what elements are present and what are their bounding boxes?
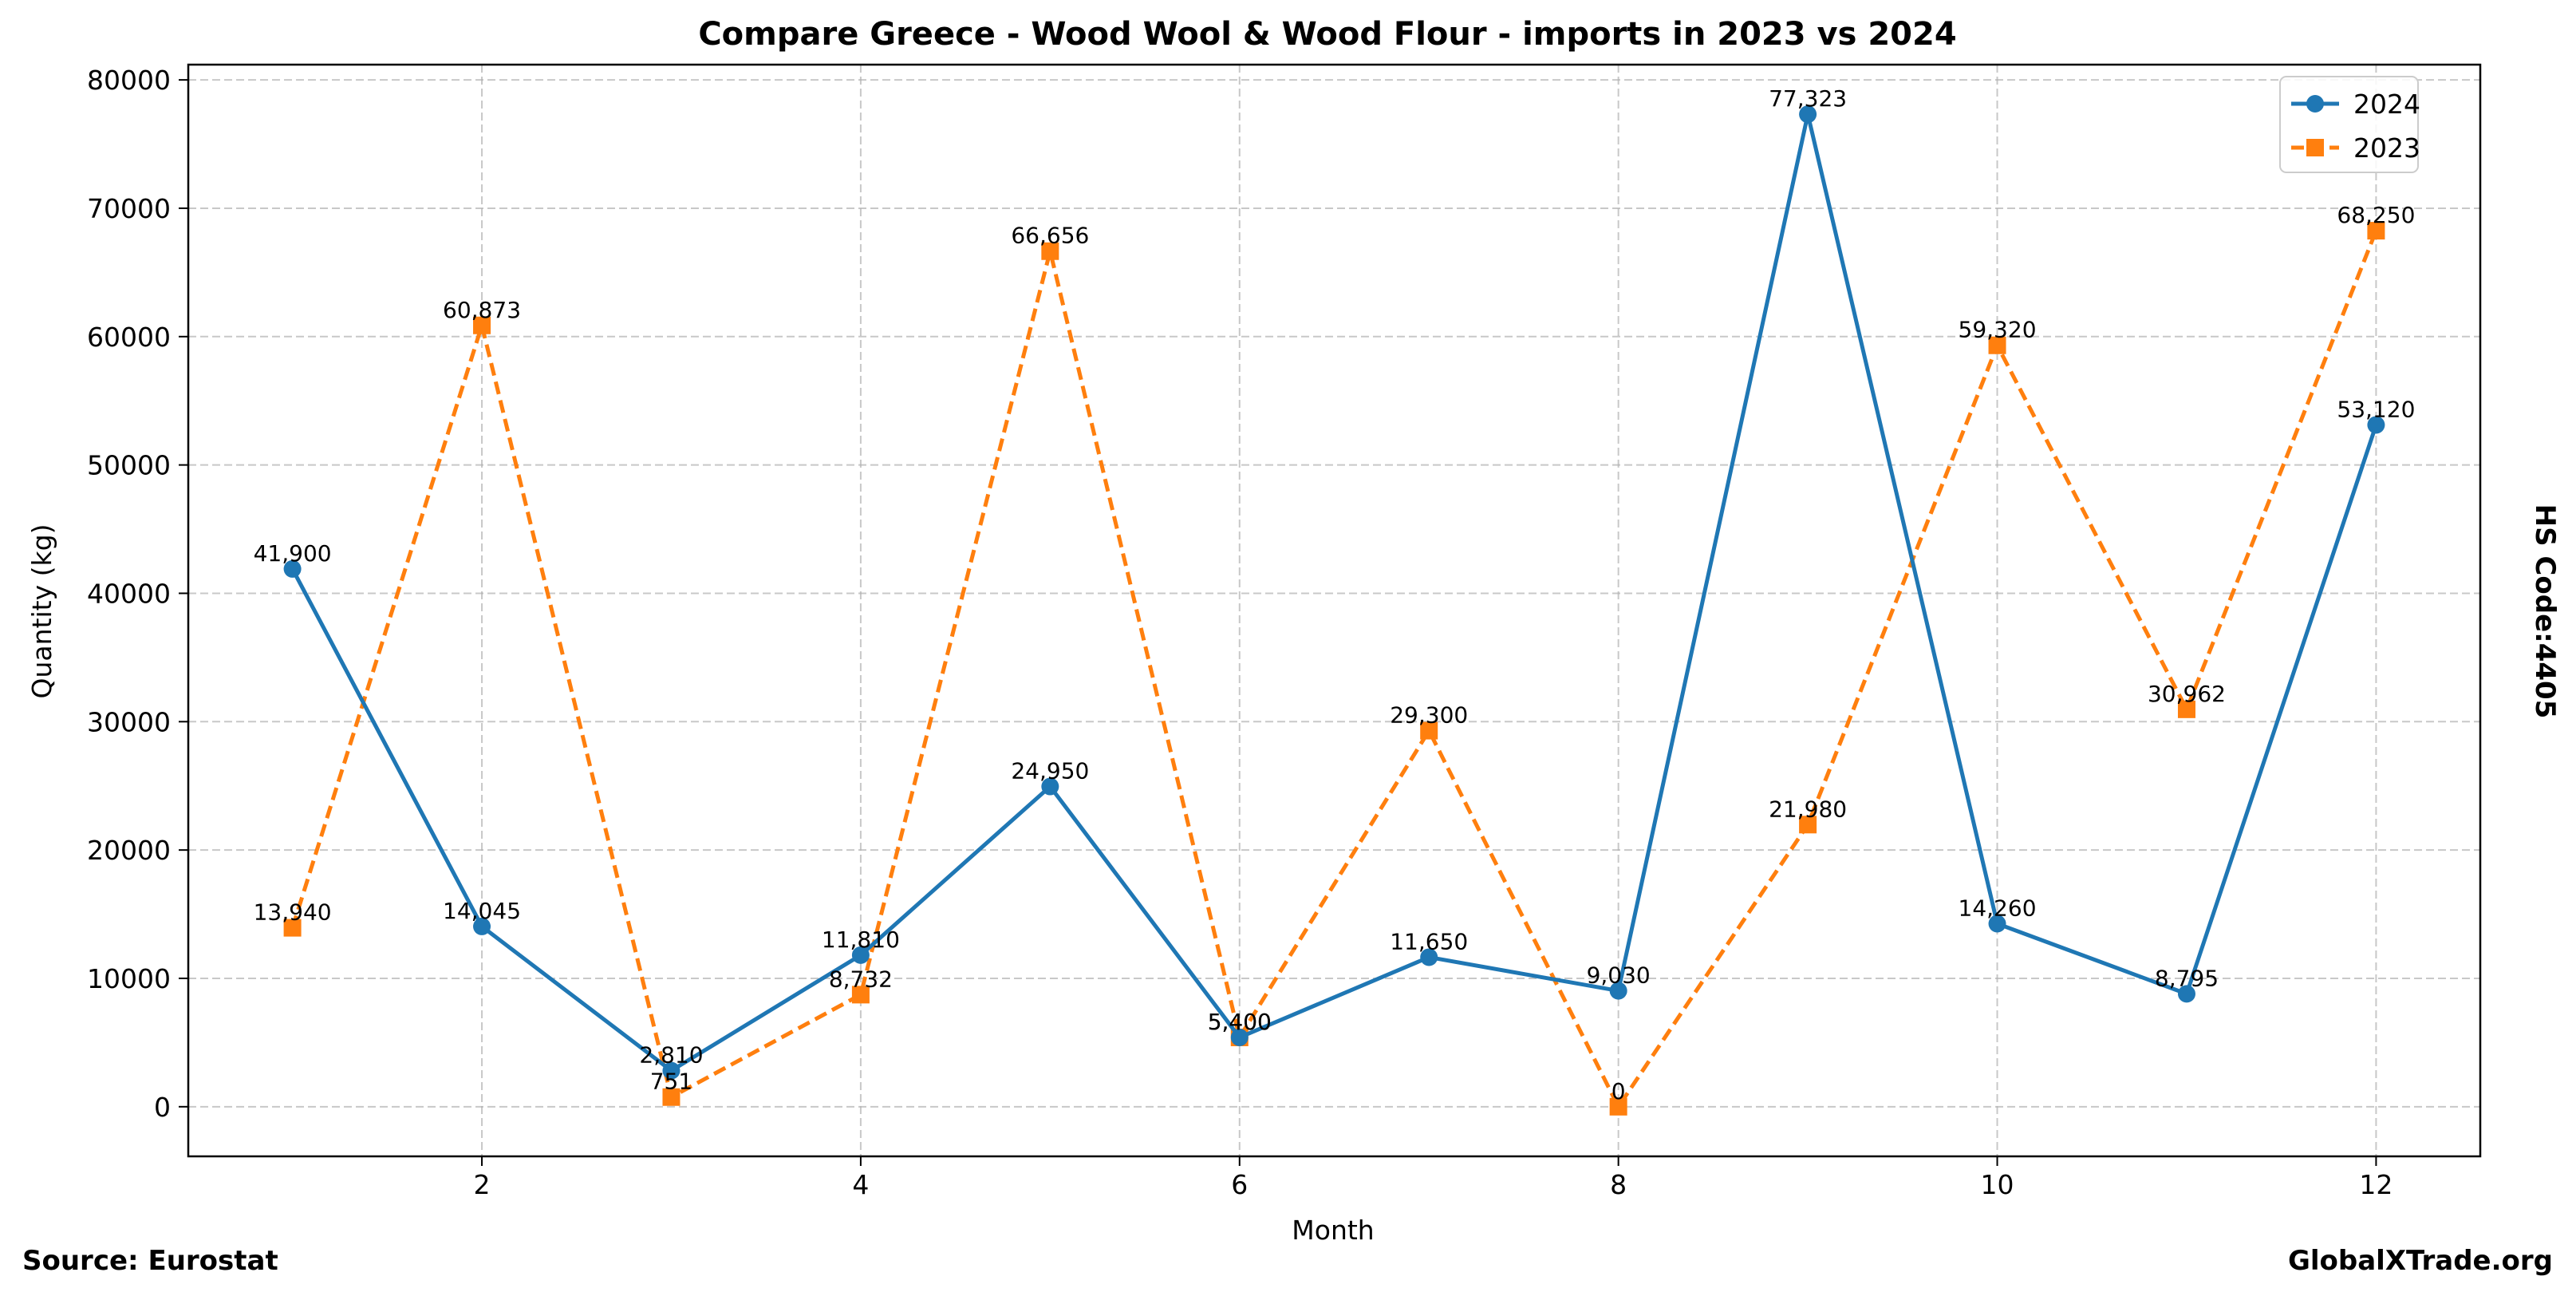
data-point-2023 <box>1988 336 2006 354</box>
data-point-2023 <box>851 986 870 1004</box>
y-tick-label: 60000 <box>87 322 171 353</box>
axis-ticks: 2 4 6 8 10 12 0 10000 20000 30000 40000 50000 60000 7… <box>87 65 2393 1200</box>
x-tick-label: 2 <box>474 1169 491 1200</box>
brand-label: GlobalXTrade.org <box>2288 1245 2553 1277</box>
data-labels: 13,940 60,873 751 8,732 66,656 5,400 29,300 0 21… <box>254 85 2416 1104</box>
data-label-2023: 8,732 <box>829 966 893 992</box>
y-tick-label: 70000 <box>87 193 171 224</box>
data-label-2023: 60,873 <box>443 297 521 323</box>
hs-code-label: HS Code:4405 <box>2529 504 2561 719</box>
legend: 2024 2023 <box>2279 76 2420 173</box>
series-layer <box>283 105 2385 1116</box>
x-tick-label: 6 <box>1231 1169 1248 1200</box>
legend-marker-2023 <box>2306 139 2324 156</box>
data-label-2023: 66,656 <box>1011 223 1089 249</box>
data-label-2023: 13,940 <box>254 899 332 926</box>
y-tick-label: 0 <box>154 1092 171 1123</box>
data-point-2023 <box>473 316 491 334</box>
data-label-2023: 68,250 <box>2337 202 2415 228</box>
source-label: Source: Eurostat <box>22 1245 278 1277</box>
data-point-2023 <box>283 919 302 937</box>
x-tick-label: 8 <box>1610 1169 1627 1200</box>
data-point-2023 <box>1041 242 1059 260</box>
data-label-2023: 0 <box>1611 1078 1626 1104</box>
y-tick-label: 40000 <box>87 578 171 609</box>
data-point-2024 <box>851 946 870 964</box>
y-axis-label: Quantity (kg) <box>26 524 57 699</box>
data-label-2024: 14,045 <box>443 898 521 924</box>
x-axis-label: Month <box>1292 1215 1374 1246</box>
data-point-2024 <box>1988 915 2006 933</box>
data-point-2024 <box>283 559 302 578</box>
data-point-2024 <box>1609 982 1627 1000</box>
data-point-2023 <box>2177 700 2195 718</box>
data-label-2024: 5,400 <box>1208 1009 1272 1035</box>
data-label-2023: 21,980 <box>1769 796 1847 822</box>
data-point-2023 <box>1609 1097 1627 1116</box>
data-point-2023 <box>1420 721 1438 740</box>
data-point-2023 <box>2367 222 2385 240</box>
data-point-2023 <box>1799 816 1817 834</box>
data-point-2024 <box>1799 105 1817 124</box>
data-label-2024: 8,795 <box>2155 965 2219 991</box>
data-label-2023: 59,320 <box>1959 317 2037 343</box>
data-label-2024: 11,810 <box>822 927 900 953</box>
y-tick-label: 80000 <box>87 65 171 96</box>
data-label-2023: 30,962 <box>2148 681 2226 707</box>
data-label-2024: 24,950 <box>1011 758 1089 784</box>
y-tick-label: 20000 <box>87 835 171 866</box>
chart-title: Compare Greece - Wood Wool & Wood Flour … <box>698 16 1956 53</box>
data-label-2024: 11,650 <box>1390 928 1468 954</box>
x-tick-label: 12 <box>2359 1169 2393 1200</box>
data-point-2023 <box>662 1088 680 1106</box>
data-label-2023: 751 <box>650 1069 692 1095</box>
data-point-2024 <box>1230 1028 1249 1046</box>
grid <box>188 65 2480 1156</box>
data-label-2024: 77,323 <box>1769 85 1847 112</box>
x-tick-label: 4 <box>852 1169 869 1200</box>
y-tick-label: 10000 <box>87 963 171 994</box>
data-point-2024 <box>473 917 491 935</box>
data-label-2024: 14,260 <box>1959 895 2037 921</box>
data-label-2024: 41,900 <box>254 540 332 567</box>
series-line-2024 <box>290 112 2378 1073</box>
data-label-2024: 53,120 <box>2337 396 2415 422</box>
data-point-2024 <box>2177 985 2195 1003</box>
data-point-2024 <box>1041 777 1059 796</box>
data-point-2024 <box>2367 416 2385 434</box>
data-label-2023: 29,300 <box>1390 702 1468 729</box>
y-tick-label: 30000 <box>87 706 171 737</box>
data-label-2024: 2,810 <box>639 1042 703 1069</box>
legend-label-2023: 2023 <box>2353 132 2420 164</box>
x-tick-label: 10 <box>1981 1169 2014 1200</box>
data-point-2024 <box>662 1061 680 1080</box>
data-label-2024: 9,030 <box>1587 962 1651 989</box>
data-point-2024 <box>1420 948 1438 966</box>
legend-label-2024: 2024 <box>2353 89 2420 120</box>
y-tick-label: 50000 <box>87 450 171 481</box>
series-line-2023 <box>290 230 2378 1109</box>
plot-area <box>187 63 2482 1158</box>
legend-marker-2024 <box>2306 95 2324 113</box>
data-label-2023: 5,400 <box>1208 1009 1272 1035</box>
